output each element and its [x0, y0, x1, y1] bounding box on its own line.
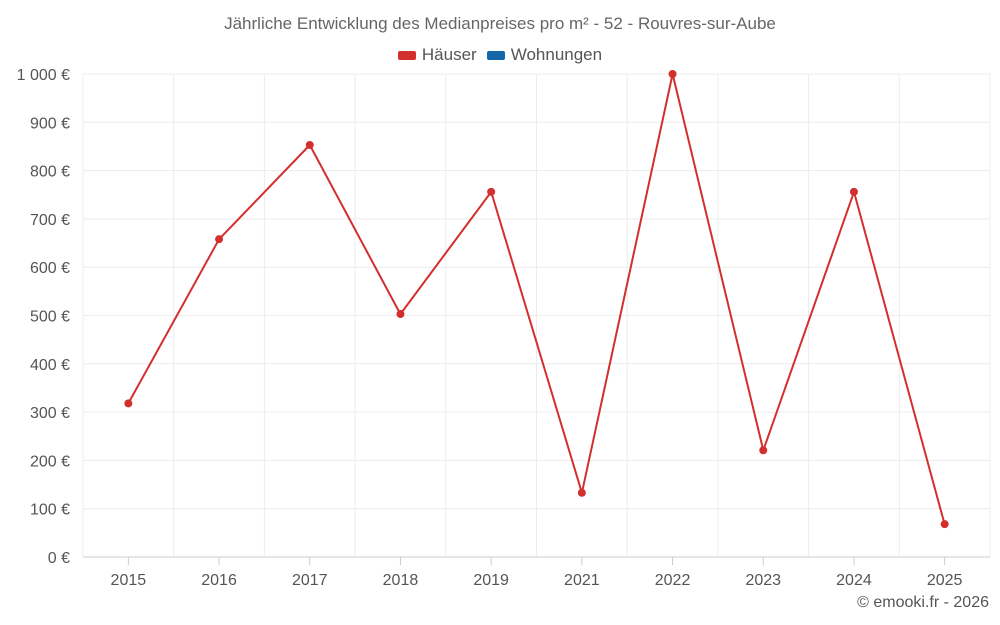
- y-tick-label: 0 €: [48, 550, 70, 567]
- data-point[interactable]: [940, 520, 949, 529]
- data-point[interactable]: [215, 235, 224, 244]
- y-tick-label: 400 €: [30, 357, 70, 374]
- y-tick-label: 700 €: [30, 212, 70, 229]
- x-tick-label: 2023: [745, 572, 781, 589]
- credit-text: © emooki.fr - 2026: [857, 594, 989, 611]
- x-tick-label: 2024: [836, 572, 872, 589]
- x-axis: 2015 2016 2017 2018 2019 2021 2022 2023 2024 2025: [111, 557, 963, 589]
- legend-swatch-wohnungen: [486, 50, 505, 60]
- y-tick-label: 600 €: [30, 260, 70, 277]
- x-tick-label: 2019: [473, 572, 509, 589]
- x-tick-label: 2022: [655, 572, 691, 589]
- chart-title: Jährliche Entwicklung des Medianpreises …: [224, 14, 776, 33]
- data-point[interactable]: [668, 70, 677, 78]
- data-point[interactable]: [305, 141, 314, 150]
- x-tick-label: 2017: [292, 572, 328, 589]
- x-tick-label: 2025: [927, 572, 963, 589]
- legend-swatch-haeuser: [397, 50, 416, 60]
- series-layer: [124, 70, 949, 529]
- x-tick-label: 2016: [201, 572, 237, 589]
- y-tick-label: 500 €: [30, 309, 70, 326]
- grid: [82, 73, 991, 558]
- data-point[interactable]: [124, 399, 133, 408]
- x-tick-label: 2015: [111, 572, 147, 589]
- data-point[interactable]: [577, 488, 586, 497]
- x-tick-label: 2021: [564, 572, 600, 589]
- legend: Häuser Wohnungen: [0, 45, 1000, 65]
- y-tick-label: 100 €: [30, 502, 70, 519]
- legend-item-haeuser[interactable]: Häuser: [397, 45, 477, 65]
- data-point[interactable]: [487, 187, 496, 196]
- legend-item-wohnungen[interactable]: Wohnungen: [486, 45, 603, 65]
- y-tick-label: 200 €: [30, 453, 70, 470]
- y-tick-label: 1 000 €: [17, 67, 70, 84]
- y-axis: 0 € 100 € 200 € 300 € 400 € 500 € 600 € 700 € 80…: [17, 67, 70, 567]
- y-tick-label: 300 €: [30, 405, 70, 422]
- x-tick-label: 2018: [383, 572, 419, 589]
- y-tick-label: 900 €: [30, 115, 70, 132]
- data-point[interactable]: [849, 187, 858, 196]
- data-point[interactable]: [396, 310, 405, 319]
- legend-label-haeuser: Häuser: [421, 45, 477, 64]
- legend-label-wohnungen: Wohnungen: [510, 45, 603, 64]
- series-line-0: [127, 73, 946, 525]
- data-point[interactable]: [759, 446, 768, 455]
- y-tick-label: 800 €: [30, 164, 70, 181]
